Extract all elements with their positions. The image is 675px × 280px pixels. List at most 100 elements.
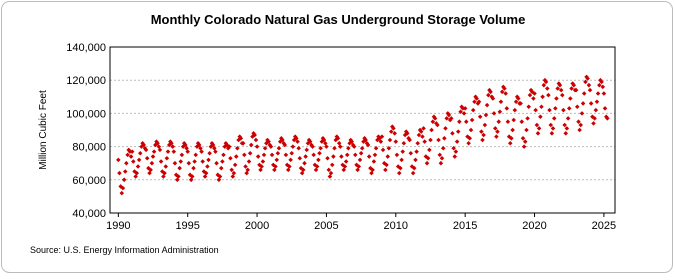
y-tick-label: 60,000 [72, 175, 106, 187]
point [349, 139, 355, 144]
point [411, 165, 417, 171]
point [269, 152, 275, 158]
point [407, 137, 412, 143]
point [318, 145, 323, 151]
point [451, 145, 456, 151]
point [394, 152, 400, 158]
point [125, 152, 130, 158]
y-tick-label: 140,000 [66, 42, 106, 54]
point [488, 89, 493, 95]
point [422, 139, 427, 144]
point [302, 160, 307, 166]
point [383, 167, 388, 173]
point [260, 159, 266, 164]
point [418, 129, 424, 134]
point [476, 99, 482, 105]
point [392, 131, 397, 136]
point [303, 154, 308, 159]
point [432, 116, 438, 121]
point [416, 132, 422, 138]
x-tick-label: 2005 [314, 220, 338, 232]
point [282, 142, 288, 148]
point [122, 169, 128, 174]
plot-area: 40,000 60,000 80,000 100,000 120,000 140,000 1… [66, 42, 616, 232]
point [266, 139, 271, 144]
point [120, 185, 126, 191]
point [121, 177, 127, 183]
x-tick-label: 2020 [522, 220, 546, 232]
point [297, 155, 303, 161]
x-tick-label: 2000 [245, 220, 269, 232]
point [262, 145, 268, 151]
point [502, 86, 507, 91]
point [268, 144, 274, 149]
point [331, 154, 336, 159]
point [338, 144, 343, 149]
point [325, 155, 330, 161]
point [427, 147, 432, 153]
point [365, 142, 371, 148]
point [295, 139, 300, 144]
point [386, 145, 392, 151]
point [304, 147, 309, 153]
y-tick-label: 80,000 [72, 142, 106, 154]
point [379, 134, 385, 139]
x-tick-label: 1990 [106, 220, 130, 232]
point [261, 152, 267, 158]
point [300, 167, 306, 173]
point [437, 152, 443, 158]
point [344, 152, 350, 158]
point [359, 145, 365, 151]
point [380, 147, 386, 153]
x-tick-label: 2025 [592, 220, 616, 232]
point [460, 106, 466, 111]
point [405, 131, 410, 136]
point [449, 116, 454, 121]
point [366, 154, 372, 159]
point [438, 160, 444, 166]
point [124, 160, 129, 166]
point [452, 154, 458, 159]
point [393, 139, 399, 144]
source-note: Source: U.S. Energy Information Administ… [30, 245, 219, 255]
point [435, 122, 440, 128]
point [481, 132, 486, 138]
point [311, 152, 316, 158]
point [461, 111, 467, 116]
point [398, 165, 403, 171]
x-tick-label: 2015 [453, 220, 477, 232]
x-tick-label: 2010 [384, 220, 408, 232]
point [332, 145, 337, 151]
point [310, 144, 315, 149]
y-tick-label: 40,000 [72, 208, 106, 220]
y-tick-label: 100,000 [66, 108, 106, 120]
point [117, 170, 122, 176]
y-tick-label: 120,000 [66, 75, 106, 87]
point [474, 96, 479, 101]
point [462, 106, 468, 111]
x-tick-label: 1995 [175, 220, 199, 232]
point [119, 190, 125, 196]
point [424, 160, 430, 166]
point [116, 157, 121, 163]
point [454, 139, 460, 144]
point [326, 167, 332, 173]
y-axis-label: Million Cubic Feet [38, 90, 49, 170]
point [370, 167, 375, 173]
point [421, 126, 426, 131]
point [276, 145, 282, 151]
point [373, 145, 379, 151]
point [324, 144, 329, 149]
point [255, 154, 261, 159]
point [446, 112, 452, 118]
point [346, 145, 351, 151]
chart-title: Monthly Colorado Natural Gas Underground… [151, 12, 526, 27]
point [283, 152, 289, 158]
point [343, 159, 349, 164]
point [420, 134, 425, 139]
point [351, 144, 357, 149]
point [440, 145, 446, 151]
point [378, 139, 384, 144]
point [372, 152, 378, 158]
point [353, 152, 358, 158]
